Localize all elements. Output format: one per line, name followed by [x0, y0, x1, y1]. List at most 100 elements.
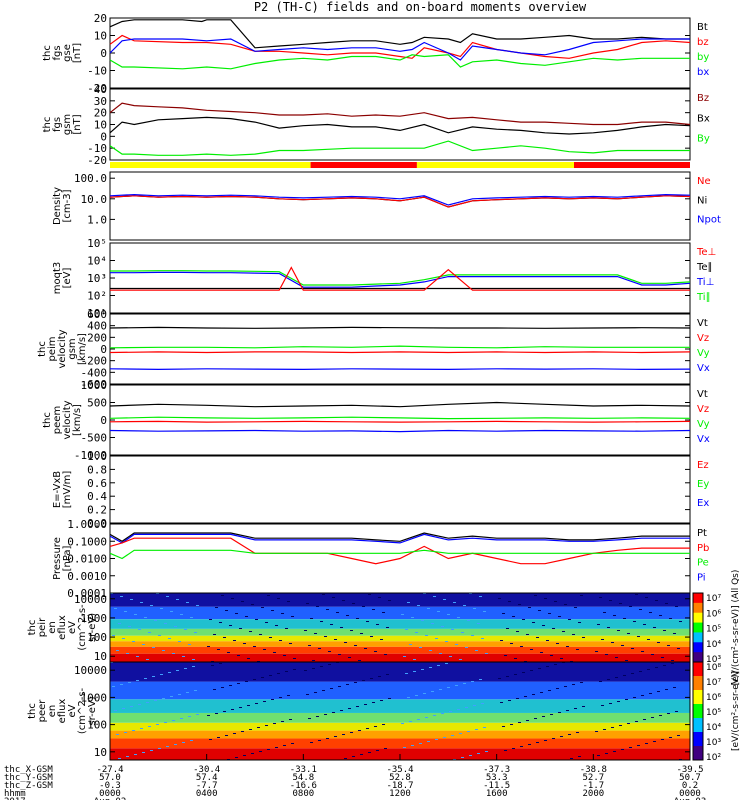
- x-column-value: 0800: [292, 789, 314, 799]
- heatmap-speckle: [328, 651, 331, 652]
- heatmap-speckle: [162, 650, 165, 651]
- heatmap-speckle: [348, 657, 351, 658]
- x-column-value: -33.1: [290, 765, 317, 775]
- heatmap-speckle: [263, 649, 266, 650]
- heatmap-speckle: [582, 637, 585, 638]
- heatmap-speckle: [629, 747, 632, 748]
- heatmap-speckle: [635, 721, 638, 722]
- heatmap-speckle: [518, 604, 521, 605]
- heatmap-speckle: [447, 614, 450, 615]
- y-tick-label: 1000: [81, 612, 108, 625]
- heatmap-speckle: [243, 643, 246, 644]
- y-axis-label: E=-VxB: [52, 471, 63, 508]
- heatmap-speckle: [528, 607, 531, 608]
- heatmap-speckle: [572, 684, 575, 685]
- heatmap-speckle: [289, 643, 292, 644]
- heatmap-speckle: [663, 630, 666, 631]
- heatmap-band: [110, 628, 690, 636]
- heatmap-speckle: [673, 633, 676, 634]
- heatmap-band: [110, 606, 690, 620]
- legend-entry: Vy: [697, 348, 710, 359]
- heatmap-speckle: [130, 599, 133, 600]
- legend-entry: Vx: [697, 434, 710, 445]
- heatmap-speckle: [641, 651, 644, 652]
- heatmap-speckle: [219, 663, 222, 664]
- heatmap-speckle: [225, 610, 228, 611]
- heatmap-speckle: [372, 702, 375, 703]
- heatmap-speckle: [318, 740, 321, 741]
- heatmap-speckle: [140, 602, 143, 603]
- heatmap-speckle: [251, 604, 254, 605]
- heatmap-speckle: [352, 756, 355, 757]
- x-column-value: 1200: [389, 789, 411, 799]
- heatmap-speckle: [647, 669, 650, 670]
- heatmap-speckle: [134, 614, 137, 615]
- panel-frame: [109, 384, 691, 456]
- heatmap-speckle: [263, 701, 266, 702]
- heatmap-speckle: [407, 602, 410, 603]
- legend-entry: Bx: [697, 113, 710, 124]
- heatmap-speckle: [217, 649, 220, 650]
- heatmap-speckle: [475, 729, 478, 730]
- heatmap-speckle: [213, 634, 216, 635]
- heatmap-speckle: [209, 619, 212, 620]
- y-axis-label: moqt3: [52, 262, 63, 295]
- heatmap-speckle: [441, 626, 444, 627]
- colorbar-tick-label: 10⁴: [706, 640, 721, 650]
- status-bar-segment: [416, 162, 574, 168]
- heatmap-speckle: [217, 737, 220, 738]
- x-column-value: -35.4: [386, 765, 413, 775]
- heatmap-speckle: [140, 728, 143, 729]
- heatmap-speckle: [376, 624, 379, 625]
- heatmap-speckle: [336, 612, 339, 613]
- y-tick-label: 10000: [74, 593, 107, 606]
- heatmap-speckle: [538, 610, 541, 611]
- heatmap-speckle: [568, 734, 571, 735]
- heatmap-speckle: [546, 666, 549, 667]
- heatmap-speckle: [671, 660, 674, 661]
- heatmap-speckle: [360, 754, 363, 755]
- heatmap-speckle: [556, 643, 559, 644]
- heatmap-speckle: [275, 747, 278, 748]
- heatmap-speckle: [467, 731, 470, 732]
- heatmap-speckle: [120, 596, 123, 597]
- y-tick-label: 20: [94, 12, 107, 25]
- heatmap-speckle: [243, 755, 246, 756]
- heatmap-speckle: [595, 731, 598, 732]
- heatmap-speckle: [255, 619, 258, 620]
- y-tick-label: 10000: [74, 664, 107, 677]
- y-tick-label: 10: [94, 30, 107, 43]
- heatmap-speckle: [455, 644, 458, 645]
- heatmap-speckle: [281, 721, 284, 722]
- heatmap-speckle: [362, 680, 365, 681]
- y-tick-label: 0: [100, 414, 107, 427]
- heatmap-speckle: [188, 644, 191, 645]
- heatmap-speckle: [227, 652, 230, 653]
- heatmap-speckle: [304, 670, 307, 671]
- heatmap-speckle: [483, 727, 486, 728]
- colorbar-tick-label: 10⁶: [706, 693, 721, 703]
- heatmap-speckle: [574, 708, 577, 709]
- heatmap-speckle: [455, 685, 458, 686]
- heatmap-speckle: [631, 648, 634, 649]
- heatmap-speckle: [546, 640, 549, 641]
- heatmap-speckle: [669, 737, 672, 738]
- heatmap-speckle: [196, 714, 199, 715]
- legend-entry: Ti∥: [696, 292, 711, 303]
- heatmap-speckle: [516, 698, 519, 699]
- heatmap-speckle: [308, 645, 311, 646]
- heatmap-speckle: [510, 643, 513, 644]
- colorbar-segment: [693, 622, 703, 633]
- x-row-label: thc_X-GSM: [4, 765, 53, 775]
- heatmap-speckle: [158, 635, 161, 636]
- y-tick-label: -20: [87, 82, 107, 95]
- y-axis-label: thc: [42, 117, 53, 133]
- heatmap-speckle: [322, 594, 325, 595]
- heatmap-speckle: [174, 626, 177, 627]
- heatmap-speckle: [617, 630, 620, 631]
- heatmap-speckle: [536, 637, 539, 638]
- heatmap-band: [110, 699, 690, 713]
- colorbar-tick-label: 10⁵: [706, 625, 721, 635]
- heatmap-speckle: [441, 713, 444, 714]
- heatmap-speckle: [419, 743, 422, 744]
